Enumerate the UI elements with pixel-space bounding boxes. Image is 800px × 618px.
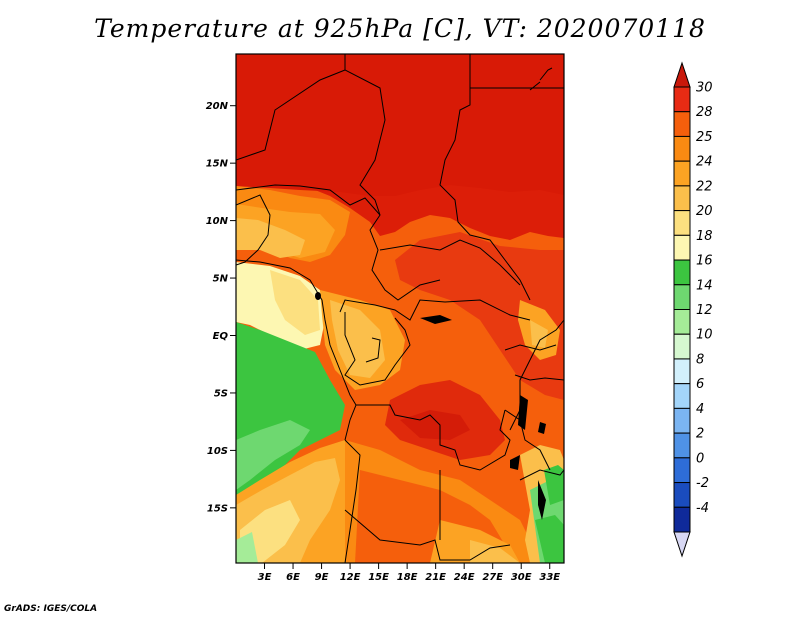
colorbar-label: 25 — [696, 130, 713, 145]
colorbar-label: -4 — [696, 501, 709, 516]
colorbar-segment — [673, 86, 691, 113]
colorbar-top-arrow — [673, 61, 691, 88]
grads-credit: GrADS: IGES/COLA — [4, 604, 98, 614]
colorbar-segment — [673, 407, 691, 434]
lat-tick-label: 5N — [213, 274, 229, 285]
colorbar-segment — [673, 482, 691, 508]
colorbar-segment — [673, 284, 691, 310]
colorbar-label: 24 — [696, 155, 713, 170]
lon-tick-label: 21E — [425, 572, 446, 583]
lon-axis: 3E 6E 9E 12E 15E 18E 21E 24E 27E 30E 33E — [258, 563, 560, 583]
lat-axis: 20N 15N 10N 5N EQ 5S 10S 15S — [206, 101, 236, 514]
colorbar-segment — [673, 506, 691, 533]
lon-tick-label: 27E — [482, 572, 503, 583]
lon-tick-label: 9E — [315, 572, 329, 583]
colorbar-label: 14 — [696, 278, 713, 293]
lake-outlines — [315, 292, 546, 520]
colorbar-label: 28 — [696, 105, 713, 120]
colorbar-segment — [673, 185, 691, 212]
colorbar-segment — [673, 309, 691, 335]
lat-tick-label: EQ — [213, 331, 229, 342]
lon-tick-label: 18E — [397, 572, 418, 583]
lat-tick-label: 15S — [207, 503, 228, 514]
temperature-field — [236, 54, 564, 563]
lon-tick-label: 24E — [454, 572, 475, 583]
colorbar-segment — [673, 457, 691, 484]
colorbar-segment — [673, 135, 691, 162]
colorbar-label: 4 — [696, 402, 704, 417]
lat-tick-label: 5S — [214, 388, 228, 399]
colorbar-segment — [673, 358, 691, 385]
lat-tick-label: 20N — [206, 101, 229, 112]
colorbar-segment — [673, 383, 691, 409]
colorbar-label: 30 — [696, 81, 713, 96]
colorbar-segment — [673, 259, 691, 286]
lon-tick-label: 15E — [368, 572, 389, 583]
lon-tick-label: 12E — [340, 572, 361, 583]
colorbar-label: 0 — [696, 451, 704, 466]
lat-tick-label: 15N — [206, 159, 229, 170]
colorbar-segment — [673, 210, 691, 236]
colorbar-label: 6 — [696, 377, 704, 392]
colorbar-segment — [673, 234, 691, 261]
lon-tick-label: 3E — [258, 572, 272, 583]
lon-tick-label: 33E — [539, 572, 560, 583]
country-borders — [236, 54, 564, 563]
colorbar-label: 2 — [696, 427, 704, 442]
map-title: Temperature at 925hPa [C], VT: 202007011… — [94, 14, 706, 43]
map-frame — [235, 53, 565, 564]
colorbar-label: 8 — [696, 352, 704, 367]
lat-tick-label: 10N — [206, 216, 229, 227]
colorbar-label: 12 — [696, 303, 713, 318]
colorbar-label: 10 — [696, 328, 713, 343]
colorbar-segment — [673, 111, 691, 137]
colorbar-label: 22 — [696, 179, 713, 194]
colorbar-label: 18 — [696, 229, 713, 244]
colorbar-bottom-arrow — [673, 531, 691, 558]
lat-tick-label: 10S — [207, 446, 228, 457]
lon-tick-label: 6E — [286, 572, 300, 583]
colorbar-segment — [673, 432, 691, 459]
colorbar-label: 20 — [696, 204, 713, 219]
colorbar-segment — [673, 333, 691, 360]
colorbar-segment — [673, 160, 691, 187]
lon-tick-label: 30E — [511, 572, 532, 583]
colorbar-label: -2 — [696, 476, 709, 491]
colorbar-label: 16 — [696, 254, 713, 269]
